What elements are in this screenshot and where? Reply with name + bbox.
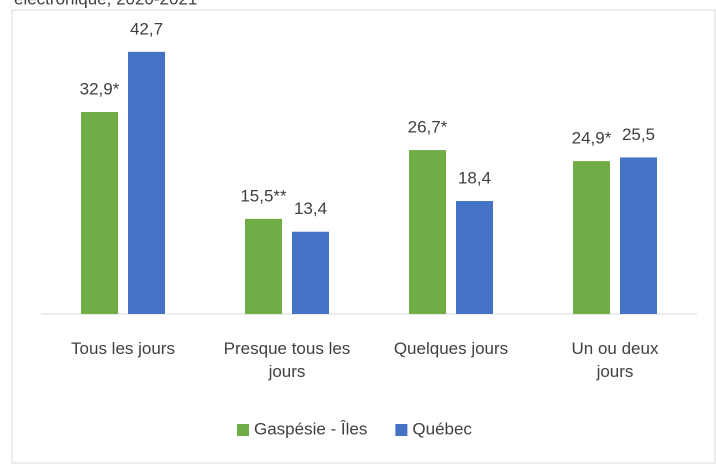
bar: [292, 231, 329, 314]
bar: [620, 157, 657, 314]
bar: [456, 201, 493, 314]
data-label: 25,5: [622, 125, 655, 144]
data-label: 18,4: [458, 169, 491, 188]
bar: [81, 111, 118, 314]
title-mask: [12, 0, 312, 9]
data-label: 15,5**: [240, 186, 287, 205]
legend-swatch: [237, 424, 249, 436]
bar: [573, 161, 610, 314]
chart-border: [11, 9, 716, 464]
chart-title: électronique, 2020-2021: [14, 0, 197, 8]
legend-label: Gaspésie - Îles: [254, 419, 367, 438]
x-tick-label: Presque tous les jours: [223, 339, 351, 381]
x-tick-label: Tous les jours: [71, 339, 175, 358]
data-label: 32,9*: [80, 79, 120, 98]
data-label: 42,7: [130, 19, 163, 38]
data-label: 26,7*: [408, 118, 448, 137]
bar: [409, 150, 446, 314]
data-label: 13,4: [294, 199, 327, 218]
legend-swatch: [395, 424, 408, 436]
data-label: 24,9*: [572, 129, 612, 148]
bar: [128, 51, 165, 315]
x-tick-label: Un ou deux jours: [571, 339, 659, 381]
x-tick-label: Quelques jours: [393, 339, 509, 358]
legend-label: Québec: [412, 419, 472, 438]
bar: [245, 218, 282, 314]
